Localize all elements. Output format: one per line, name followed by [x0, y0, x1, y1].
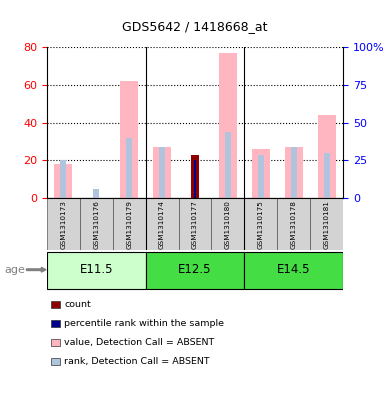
Text: GSM1310181: GSM1310181	[324, 200, 330, 248]
Bar	[93, 189, 99, 198]
Bar	[194, 160, 196, 198]
Text: GSM1310175: GSM1310175	[258, 200, 264, 248]
Bar	[285, 147, 303, 198]
Bar	[211, 198, 245, 250]
Bar	[47, 252, 145, 289]
Bar	[80, 198, 113, 250]
Bar	[126, 138, 132, 198]
Text: rank, Detection Call = ABSENT: rank, Detection Call = ABSENT	[64, 357, 210, 365]
Text: value, Detection Call = ABSENT: value, Detection Call = ABSENT	[64, 338, 214, 347]
Text: E14.5: E14.5	[277, 263, 310, 276]
Text: GSM1310179: GSM1310179	[126, 200, 132, 248]
Bar	[145, 198, 179, 250]
Text: count: count	[64, 300, 91, 309]
Bar	[225, 132, 231, 198]
Bar	[252, 149, 270, 198]
Bar	[318, 115, 336, 198]
Text: GSM1310180: GSM1310180	[225, 200, 231, 248]
Bar	[191, 154, 199, 198]
Bar	[258, 154, 264, 198]
Text: GSM1310177: GSM1310177	[192, 200, 198, 248]
Text: GSM1310174: GSM1310174	[159, 200, 165, 248]
Bar	[324, 153, 330, 198]
Text: GSM1310176: GSM1310176	[93, 200, 99, 248]
Text: GSM1310173: GSM1310173	[60, 200, 66, 248]
Text: GSM1310178: GSM1310178	[291, 200, 297, 248]
Text: GDS5642 / 1418668_at: GDS5642 / 1418668_at	[122, 20, 268, 33]
Bar	[145, 252, 245, 289]
Bar	[120, 81, 138, 198]
Text: age: age	[4, 265, 25, 275]
Bar	[60, 160, 66, 198]
Bar	[159, 147, 165, 198]
Bar	[54, 164, 72, 198]
Bar	[245, 252, 343, 289]
Bar	[310, 198, 343, 250]
Bar	[219, 53, 237, 198]
Bar	[153, 147, 171, 198]
Text: percentile rank within the sample: percentile rank within the sample	[64, 319, 224, 328]
Text: E11.5: E11.5	[80, 263, 113, 276]
Text: E12.5: E12.5	[178, 263, 212, 276]
Bar	[277, 198, 310, 250]
Bar	[113, 198, 145, 250]
Bar	[291, 147, 297, 198]
Bar	[245, 198, 277, 250]
Bar	[47, 198, 80, 250]
Bar	[179, 198, 211, 250]
